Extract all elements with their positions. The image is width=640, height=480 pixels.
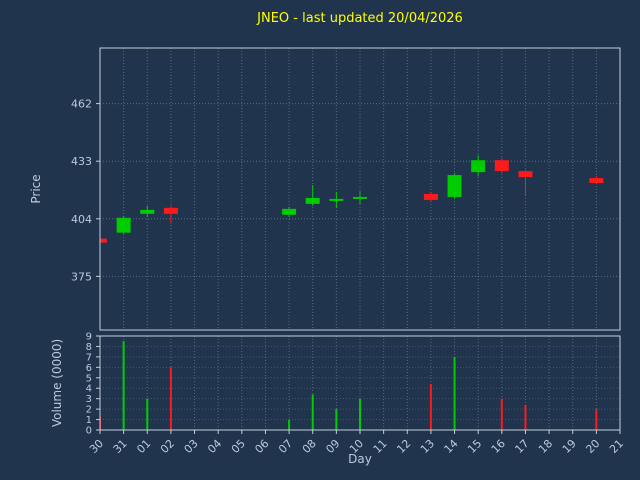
day-tick-label: 13 — [418, 437, 437, 456]
volume-bar-08 — [311, 394, 314, 430]
gridlines — [99, 48, 621, 431]
day-tick-label: 12 — [394, 437, 413, 456]
candle-body-14 — [447, 175, 462, 197]
candle-body-15 — [471, 160, 486, 173]
volume-tick-label: 0 — [86, 426, 92, 437]
candle-body-01 — [140, 209, 155, 214]
volume-bar-14 — [453, 356, 456, 430]
chart-title: JNEO - last updated 20/04/2026 — [257, 11, 463, 26]
day-tick-label: 17 — [512, 437, 531, 456]
day-tick-label: 21 — [607, 437, 626, 456]
candle-body-16 — [494, 160, 509, 172]
volume-tick-label: 8 — [86, 342, 92, 353]
day-tick-label: 30 — [87, 437, 106, 456]
volume-axis-label: Volume (0000) — [50, 338, 64, 428]
day-tick-label: 31 — [111, 437, 130, 456]
candles — [100, 155, 604, 243]
volume-tick-label: 5 — [86, 373, 92, 384]
volume-tick-label: 6 — [86, 363, 92, 374]
volume-bars — [100, 341, 598, 430]
volume-tick-label: 7 — [86, 352, 92, 363]
candle-body-17 — [518, 171, 533, 178]
day-tick-label: 16 — [489, 437, 508, 456]
candle-body-31 — [116, 217, 131, 233]
day-tick-label: 14 — [442, 437, 461, 456]
volume-tick-label: 3 — [86, 394, 92, 405]
day-tick-label: 01 — [134, 437, 153, 456]
volume-bar-16 — [500, 398, 503, 430]
volume-bar-31 — [122, 341, 125, 430]
candle-body-08 — [305, 197, 320, 204]
volume-bar-02 — [169, 367, 172, 430]
day-tick-label: 19 — [560, 437, 579, 456]
candle-body-07 — [282, 208, 297, 215]
day-tick-label: 03 — [182, 437, 201, 456]
day-tick-label: 02 — [158, 437, 177, 456]
price-tick-label: 404 — [71, 213, 92, 226]
volume-tick-label: 4 — [86, 384, 92, 395]
candle-body-20 — [589, 178, 604, 184]
volume-bar-01 — [146, 398, 149, 430]
day-tick-label: 18 — [536, 437, 555, 456]
day-tick-label: 04 — [205, 437, 224, 456]
day-tick-label: 20 — [583, 437, 602, 456]
volume-bar-13 — [429, 384, 432, 430]
day-tick-label: 15 — [465, 437, 484, 456]
volume-bar-07 — [288, 419, 291, 430]
day-axis-label: Day — [348, 452, 372, 466]
candle-body-02 — [163, 207, 178, 214]
price-axis-label: Price — [29, 174, 43, 204]
volume-bar-09 — [335, 409, 338, 430]
price-tick-label: 462 — [71, 98, 92, 111]
day-tick-label: 05 — [229, 437, 248, 456]
candle-body-30 — [100, 238, 107, 243]
day-tick-label: 08 — [300, 437, 319, 456]
volume-bar-20 — [595, 409, 598, 430]
candle-body-13 — [423, 193, 438, 200]
volume-bar-10 — [359, 398, 361, 430]
day-tick-label: 07 — [276, 437, 295, 456]
volume-bar-17 — [524, 404, 527, 430]
volume-tick-label: 2 — [86, 405, 92, 416]
volume-tick-label: 9 — [86, 332, 92, 343]
candle-body-10 — [353, 196, 367, 199]
candle-body-09 — [329, 198, 344, 201]
day-tick-label: 11 — [371, 437, 390, 456]
price-plot-border — [99, 47, 621, 331]
day-tick-label: 06 — [252, 437, 271, 456]
volume-tick-label: 1 — [86, 415, 92, 426]
day-tick-label: 09 — [323, 437, 342, 456]
price-tick-label: 375 — [71, 270, 92, 283]
price-tick-label: 433 — [71, 155, 92, 168]
